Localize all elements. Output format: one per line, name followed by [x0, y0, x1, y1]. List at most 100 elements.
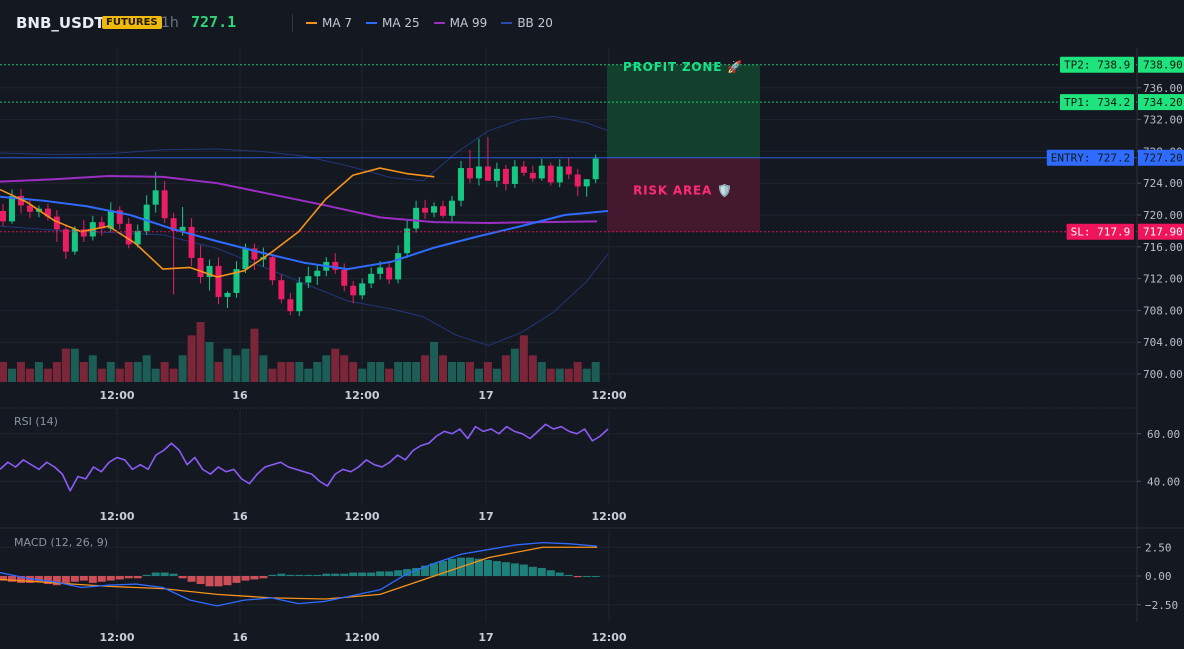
- candle-body: [466, 168, 473, 179]
- candle-body: [556, 166, 563, 183]
- macd-histogram-bar: [43, 576, 52, 585]
- macd-histogram-bar: [474, 558, 483, 576]
- legend-item[interactable]: MA 25: [366, 16, 420, 30]
- candle-body: [98, 222, 105, 229]
- volume-bar: [582, 368, 591, 382]
- candle-body: [296, 282, 303, 312]
- legend-swatch: [366, 22, 378, 24]
- symbol-name[interactable]: BNB_USDT: [16, 14, 105, 32]
- candle-body: [449, 200, 455, 216]
- risk-zone: [607, 157, 760, 232]
- macd-histogram-bar: [268, 574, 277, 576]
- macd-histogram-bar: [259, 576, 268, 579]
- volume-bar: [385, 368, 394, 382]
- candle-body: [422, 207, 429, 213]
- volume-bar: [286, 362, 295, 382]
- x-tick-label: 12:00: [344, 631, 379, 644]
- candle-body: [116, 210, 123, 224]
- volume-bar: [439, 355, 448, 382]
- volume-bar: [241, 348, 250, 382]
- level-tag: [1066, 223, 1134, 240]
- macd-histogram-bar: [16, 576, 25, 583]
- candle-body: [287, 299, 294, 312]
- ma7-line: [0, 167, 435, 278]
- candle-body: [529, 172, 536, 179]
- candle-body: [143, 204, 150, 231]
- candle-body: [8, 195, 15, 222]
- macd-histogram-bar: [501, 562, 510, 576]
- volume-bar: [223, 348, 232, 382]
- volume-bar: [304, 368, 313, 382]
- candle-body: [17, 195, 24, 206]
- candle-body: [161, 190, 168, 219]
- candle-body: [511, 166, 518, 184]
- candle-body: [592, 158, 599, 180]
- legend-item[interactable]: BB 20: [501, 16, 553, 30]
- macd-histogram-bar: [187, 576, 196, 582]
- x-tick-label: 17: [478, 510, 493, 523]
- volume-bar: [268, 368, 277, 382]
- candle-body: [80, 229, 87, 237]
- macd-histogram-bar: [304, 574, 313, 576]
- candle-body: [134, 230, 141, 245]
- macd-histogram-bar: [582, 576, 591, 577]
- candle-body: [26, 205, 33, 212]
- legend-item[interactable]: MA 7: [306, 16, 352, 30]
- macd-histogram-bar: [115, 576, 124, 580]
- price-axis-tag-label: 738.90: [1143, 59, 1183, 72]
- x-tick-label: 16: [232, 389, 248, 402]
- volume-bar: [142, 355, 151, 382]
- candle-body: [269, 257, 276, 281]
- volume-bar: [169, 368, 178, 382]
- candle-body: [197, 257, 204, 278]
- timeframe-selector[interactable]: 1h: [161, 15, 179, 31]
- candle-body: [404, 228, 411, 254]
- macd-histogram-bar: [385, 571, 394, 576]
- macd-histogram-bar: [528, 566, 537, 576]
- macd-histogram-bar: [70, 576, 79, 582]
- volume-bar: [591, 362, 600, 382]
- volume-bar: [70, 348, 79, 382]
- legend-label: MA 25: [382, 16, 420, 30]
- volume-bar: [403, 362, 412, 382]
- profit-zone-label: PROFIT ZONE 🚀: [623, 60, 743, 74]
- candle-body: [574, 174, 581, 187]
- macd-histogram-bar: [151, 572, 160, 576]
- candle-body: [332, 261, 339, 270]
- candle-body: [179, 226, 186, 231]
- volume-bar: [79, 362, 88, 382]
- volume-bar: [564, 368, 573, 382]
- macd-line: [0, 542, 598, 607]
- candle-body: [547, 165, 554, 183]
- profit-zone: [607, 64, 760, 158]
- price-axis-tag: [1138, 149, 1184, 166]
- volume-bar: [492, 368, 501, 382]
- x-tick-label: 16: [232, 510, 248, 523]
- candle-body: [413, 207, 420, 229]
- price-axis-tag-label: 734.20: [1143, 96, 1183, 109]
- x-tick-label: 12:00: [591, 389, 626, 402]
- volume-bar: [448, 362, 456, 382]
- volume-bar: [178, 355, 187, 382]
- level-tag-label: ENTRY: 727.2: [1051, 152, 1130, 165]
- y-tick-label: 0.00: [1145, 570, 1172, 583]
- macd-histogram-bar: [106, 576, 115, 581]
- candle-body: [583, 179, 590, 187]
- macd-histogram-bar: [196, 576, 205, 585]
- candle-body: [152, 190, 159, 205]
- candle-body: [44, 208, 51, 217]
- macd-histogram-bar: [430, 563, 439, 576]
- header-divider: [292, 14, 293, 32]
- volume-bar: [313, 362, 322, 382]
- volume-bar: [367, 362, 376, 382]
- candle-body: [0, 211, 6, 222]
- y-tick-label: 708.00: [1143, 304, 1183, 317]
- y-tick-label: 2.50: [1145, 541, 1172, 554]
- volume-bar: [88, 355, 97, 382]
- macd-histogram-bar: [546, 570, 555, 576]
- candle-body: [502, 168, 509, 184]
- macd-histogram-bar: [34, 576, 43, 582]
- level-tag: [1060, 94, 1134, 111]
- legend-item[interactable]: MA 99: [433, 16, 487, 30]
